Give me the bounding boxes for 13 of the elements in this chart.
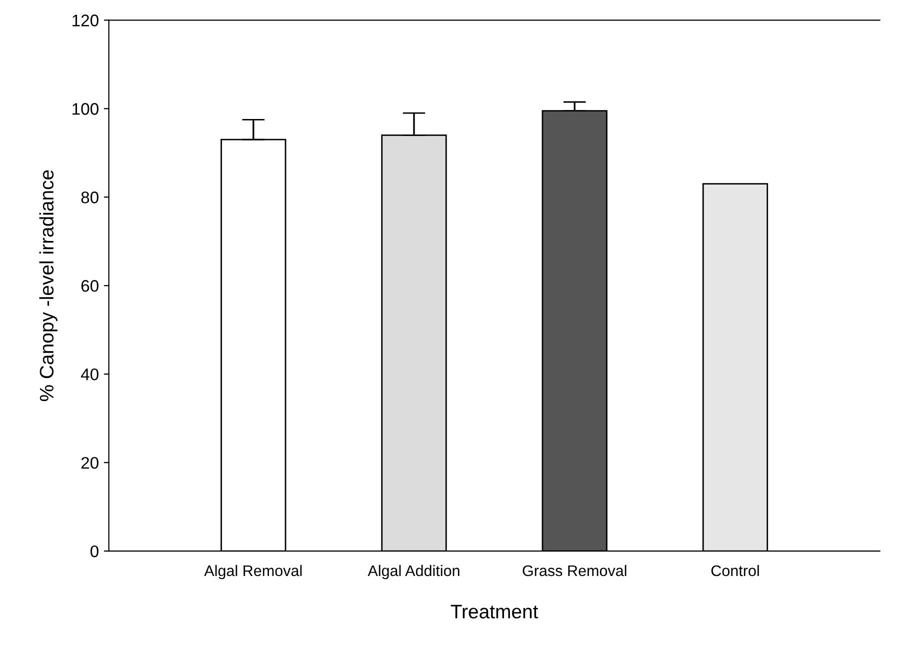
y-tick-label: 60 — [81, 280, 98, 292]
y-tick-label: 120 — [72, 14, 98, 26]
y-tick-label: 20 — [81, 456, 98, 469]
x-tick-label: Control — [711, 564, 759, 576]
x-axis-title: Treatment — [450, 604, 538, 618]
y-tick-label: 40 — [80, 368, 98, 380]
y-axis-title: % Canopy -level irradiance — [39, 170, 58, 402]
x-tick-label: Algal Addition — [368, 564, 460, 580]
y-tick-label: 80 — [81, 192, 98, 204]
x-tick-label: Algal Removal — [204, 564, 302, 580]
y-tick-label: 100 — [72, 103, 98, 115]
y-tick-label: 0 — [90, 545, 98, 558]
x-tick-label: Grass Removal — [522, 564, 626, 576]
